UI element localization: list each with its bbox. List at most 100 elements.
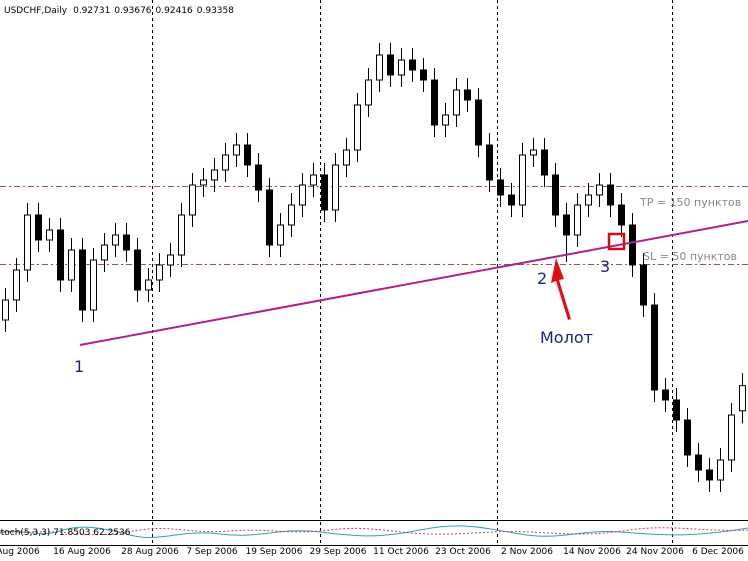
candle-body (662, 389, 669, 401)
candle-body (332, 164, 339, 211)
candle-body (618, 204, 625, 226)
candle-body (145, 279, 152, 291)
candles (2, 43, 746, 492)
candle-body (24, 214, 31, 271)
candle-body (90, 259, 97, 311)
candle-body (442, 114, 449, 126)
candle-body (57, 229, 64, 281)
candle-body (629, 224, 636, 266)
stoch-main-line (0, 525, 748, 538)
x-tick-label: 19 Sep 2006 (245, 547, 302, 557)
candle-body (35, 214, 42, 241)
x-tick-label: 11 Oct 2006 (373, 547, 429, 557)
ohlc-close: 0.93358 (197, 6, 234, 16)
candle-body (464, 89, 471, 101)
candle-body (134, 249, 141, 291)
candle-body (277, 224, 284, 246)
candle-body (2, 299, 9, 321)
candle-body (68, 249, 75, 281)
candle-body (607, 184, 614, 206)
candle-body (519, 154, 526, 206)
candle-body (222, 154, 229, 171)
candle-body (475, 99, 482, 146)
candle-body (255, 164, 262, 191)
candle-body (244, 144, 251, 166)
x-tick-label: 6 Dec 2006 (692, 547, 744, 557)
candle-body (156, 264, 163, 281)
chart-title: USDCHF,Daily (4, 6, 68, 16)
x-tick-label: 14 Nov 2006 (563, 547, 621, 557)
candle-body (233, 144, 240, 156)
candle-body (585, 194, 592, 206)
x-tick-label: 24 Nov 2006 (626, 547, 684, 557)
hammer-arrow (551, 258, 571, 320)
time-labels: Aug 2006 16 Aug 2006 28 Aug 2006 7 Sep 2006… (0, 547, 744, 557)
candle-body (739, 385, 746, 412)
candle-body (211, 169, 218, 181)
candle-body (684, 419, 691, 456)
candle-body (299, 184, 306, 206)
candle-body (288, 204, 295, 226)
point-label: 2 (537, 269, 547, 288)
candle-body (79, 249, 86, 311)
candle-body (376, 54, 383, 81)
hammer-label: Молот (540, 328, 593, 347)
x-tick-label: Aug 2006 (0, 547, 40, 557)
tp-label: TP = 150 пунктов (639, 196, 741, 209)
x-tick-label: 16 Aug 2006 (53, 547, 111, 557)
candle-body (453, 89, 460, 116)
candle-body (189, 184, 196, 216)
candle-body (101, 244, 108, 261)
candle-body (310, 174, 317, 186)
candle-body (552, 174, 559, 216)
indicator-label: Stoch(5,3,3) 71.8503 62.2536 (0, 528, 131, 538)
candle-body (420, 69, 427, 81)
candle-body (266, 189, 273, 246)
separators (152, 0, 673, 545)
candle-body (596, 184, 603, 196)
candle-body (541, 149, 548, 176)
chart-header: USDCHF,Daily 0.92731 0.93676 0.92416 0.93358 (4, 6, 234, 16)
ohlc-low: 0.92416 (156, 6, 193, 16)
candle-body (706, 469, 713, 481)
candle-body (178, 214, 185, 256)
candle-body (695, 454, 702, 471)
sl-label: SL = 50 пунктов (643, 250, 737, 263)
entry-marker (607, 232, 626, 251)
point-label: 3 (600, 257, 610, 276)
candle-body (354, 104, 361, 151)
trend-line (79, 220, 748, 346)
candle-body (640, 264, 647, 306)
candle-body (508, 194, 515, 206)
candle-body (343, 149, 350, 166)
candle-body (431, 79, 438, 126)
candle-body (409, 59, 416, 71)
candle-body (563, 214, 570, 236)
ohlc-high: 0.93676 (114, 6, 151, 16)
candle-body (717, 459, 724, 481)
candle-body (13, 269, 20, 301)
candle-body (651, 304, 658, 391)
candle-body (200, 179, 207, 186)
ohlc-open: 0.92731 (73, 6, 110, 16)
x-tick-label: 7 Sep 2006 (186, 547, 238, 557)
candle-body (486, 144, 493, 181)
candle-body (398, 59, 405, 76)
candle-body (387, 54, 394, 76)
point-label: 1 (74, 357, 84, 376)
candle-body (167, 254, 174, 266)
candle-body (123, 234, 130, 251)
x-tick-label: 29 Sep 2006 (309, 547, 366, 557)
candle-body (365, 79, 372, 106)
candle-body (574, 204, 581, 236)
x-tick-label: 23 Oct 2006 (435, 547, 491, 557)
x-tick-label: 2 Nov 2006 (501, 547, 553, 557)
candle-body (728, 414, 735, 461)
candle-body (530, 149, 537, 156)
candle-body (112, 234, 119, 246)
candle-body (673, 399, 680, 421)
candle-body (497, 179, 504, 196)
candle-body (46, 229, 53, 241)
